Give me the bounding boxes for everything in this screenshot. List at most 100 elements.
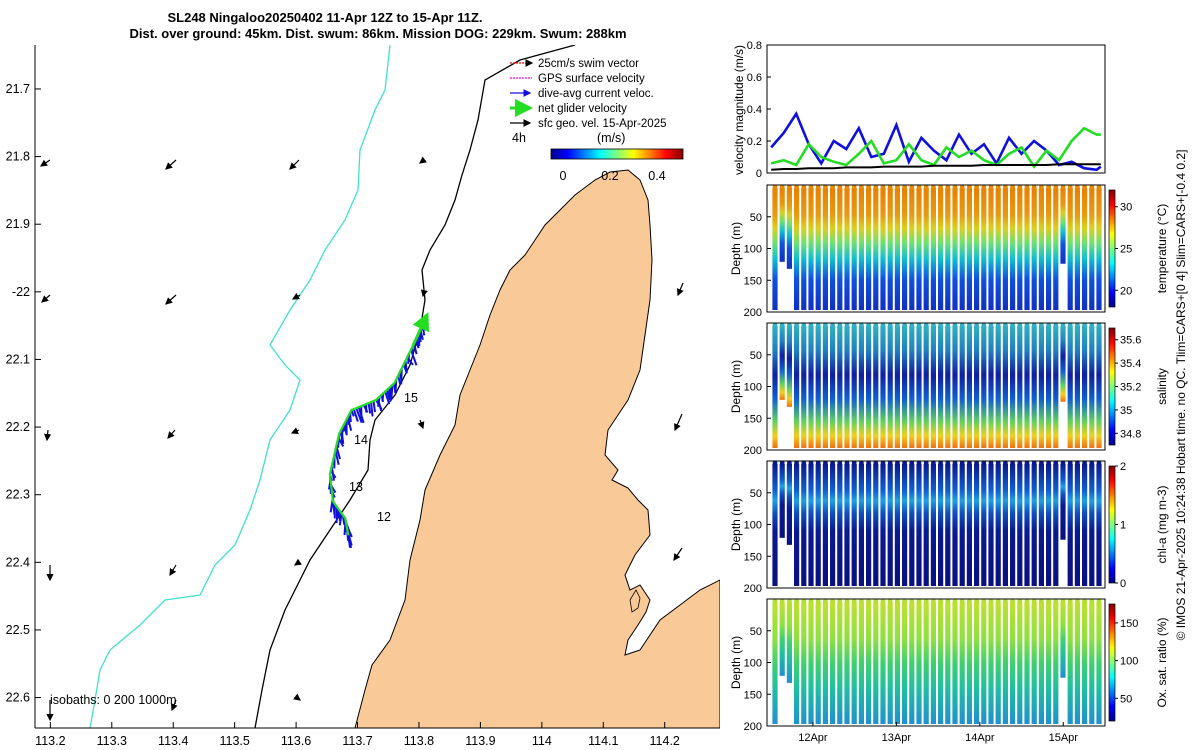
salinity-surface-dot <box>1089 322 1095 328</box>
salinity-profile <box>1017 326 1023 448</box>
figure-title-line2: Dist. over ground: 45km. Dist. swum: 86k… <box>129 26 626 41</box>
temperature-surface-dot <box>851 184 857 190</box>
chlorophyll-profile <box>1038 464 1044 586</box>
oxygen-surface-dot <box>823 598 828 604</box>
net-velocity-track <box>328 318 427 536</box>
temperature-profile <box>822 188 828 310</box>
chlorophyll-profile <box>815 464 821 586</box>
dive-avg-arrow <box>402 364 408 374</box>
chlorophyll-surface-dot <box>967 460 972 466</box>
oxygen-surface-dot <box>859 598 864 604</box>
salinity-profile <box>930 326 936 448</box>
dive-avg-arrow <box>406 356 414 366</box>
chlorophyll-profile <box>981 464 987 586</box>
salinity-profile <box>902 326 908 448</box>
dive-avg-arrow <box>352 408 359 422</box>
salinity-surface-dot <box>1046 322 1051 328</box>
salinity-profile <box>844 326 850 448</box>
legend-label-dive-avg: dive-avg current veloc. <box>538 88 654 100</box>
temperature-profile <box>1089 188 1095 310</box>
salinity-surface-dot <box>844 322 850 328</box>
chlorophyll-profile <box>801 464 807 586</box>
salinity-surface-dot <box>815 322 821 328</box>
time-tick-label: 13Apr <box>882 732 912 744</box>
lat-tick-label: 22.3 <box>6 488 30 502</box>
oxygen-surface-dot <box>794 598 799 604</box>
geo-arrow <box>40 159 51 167</box>
chlorophyll-surface-dot <box>916 460 922 466</box>
temperature-profile <box>815 188 821 310</box>
salinity-surface-dot <box>808 322 814 328</box>
chlorophyll-surface-dot <box>1075 460 1080 466</box>
chlorophyll-surface-dot <box>1089 460 1095 466</box>
chlorophyll-surface-dot <box>981 460 987 466</box>
vel-ytick-label: 0.6 <box>747 72 762 84</box>
map-lon-ticks: 113.2 113.3 113.4 113.5 113.6 113.7 113.8 113.9… <box>35 722 680 748</box>
chlorophyll-profile <box>894 464 900 586</box>
salinity-surface-dot <box>851 322 857 328</box>
chlorophyll-profile <box>830 464 836 586</box>
temperature-profile <box>880 188 886 310</box>
oxygen-profile <box>786 602 792 683</box>
salinity-surface-dot <box>1060 322 1066 328</box>
lon-tick-label: 113.2 <box>35 734 65 748</box>
chlorophyll-surface-dot <box>823 460 828 466</box>
chlorophyll-profile <box>858 464 864 586</box>
dive-avg-arrow <box>362 404 369 413</box>
oxygen-profile <box>1024 602 1030 724</box>
oxygen-profile <box>844 602 850 724</box>
temperature-surface-dot <box>938 184 943 190</box>
dive-avg-arrow <box>393 383 397 393</box>
salinity-profile <box>858 326 864 448</box>
salinity-surface-dot <box>1039 322 1044 328</box>
chlorophyll-surface-dot <box>974 460 979 466</box>
salinity-profile <box>779 326 785 400</box>
salinity-profile <box>952 326 958 448</box>
temperature-profile <box>1010 188 1016 310</box>
oxygen-surface-dot <box>916 598 922 604</box>
chlorophyll-profile <box>786 464 792 545</box>
oxygen-profile <box>822 602 828 724</box>
salinity-surface-dot <box>967 322 972 328</box>
salinity-profile <box>995 326 1001 448</box>
salinity-surface-dot <box>837 322 843 328</box>
chlorophyll-surface-dot <box>909 460 915 466</box>
salinity-profile <box>981 326 987 448</box>
lon-tick-label: 113.6 <box>281 734 311 748</box>
oxygen-profile <box>1017 602 1023 724</box>
chlorophyll-surface-dot <box>1010 460 1015 466</box>
chlorophyll-surface-dot <box>859 460 864 466</box>
dive-avg-arrow <box>357 406 365 424</box>
chlorophyll-profile <box>794 464 800 586</box>
salinity-surface-dot <box>794 322 799 328</box>
salinity-profile <box>1002 326 1008 448</box>
salinity-surface-dot <box>945 322 951 328</box>
salinity-surface-dot <box>895 322 900 328</box>
salinity-surface-dot <box>880 322 886 328</box>
temperature-surface-dot <box>967 184 972 190</box>
salinity-profile <box>1074 326 1080 448</box>
salinity-profile <box>801 326 807 448</box>
geo-arrow <box>674 413 683 432</box>
cbar-tick-label: 20 <box>1120 285 1132 297</box>
temperature-surface-dot <box>823 184 828 190</box>
temperature-profile <box>772 188 778 310</box>
dive-avg-arrow <box>346 417 353 431</box>
salinity-profile <box>1046 326 1052 448</box>
salinity-surface-dot <box>909 322 915 328</box>
salinity-profile <box>1031 326 1037 448</box>
geo-arrow <box>165 294 177 305</box>
oxygen-profile <box>858 602 864 724</box>
legend-label-net: net glider velocity <box>538 103 627 115</box>
oxygen-section: 50 100 150 200 Depth (m) 50 100 150 Ox. sat. rat… <box>729 598 1169 733</box>
salinity-surface-dot <box>772 322 778 328</box>
oxygen-surface-dot <box>887 598 893 604</box>
salinity-profile <box>988 326 994 448</box>
cbar-tick-label: 2 <box>1120 461 1126 473</box>
oxygen-surface-dot <box>959 598 965 604</box>
chlorophyll-surface-dot <box>844 460 850 466</box>
oxygen-profile <box>1089 602 1095 724</box>
chlorophyll-profile <box>779 464 785 538</box>
temperature-surface-dot <box>808 184 814 190</box>
salinity-profile <box>851 326 857 448</box>
